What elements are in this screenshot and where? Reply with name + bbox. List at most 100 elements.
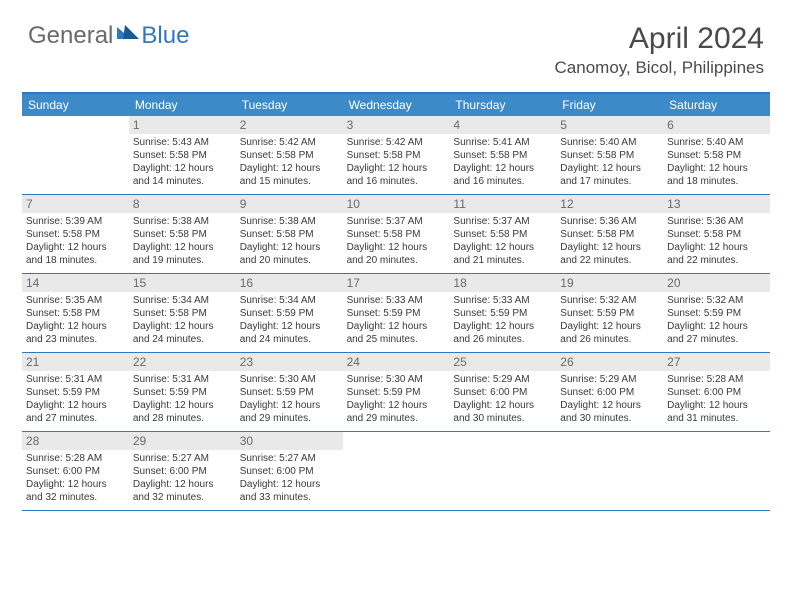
calendar-day: 21 Sunrise: 5:31 AMSunset: 5:59 PMDayligh… — [22, 353, 129, 431]
sunrise-text: Sunrise: 5:27 AM — [133, 452, 232, 465]
daylight-text: Daylight: 12 hours and 29 minutes. — [347, 399, 446, 425]
sunrise-text: Sunrise: 5:27 AM — [240, 452, 339, 465]
header: General Blue April 2024 Canomoy, Bicol, … — [0, 0, 792, 86]
sunset-text: Sunset: 5:58 PM — [240, 149, 339, 162]
daylight-text: Daylight: 12 hours and 16 minutes. — [453, 162, 552, 188]
daylight-text: Daylight: 12 hours and 19 minutes. — [133, 241, 232, 267]
daylight-text: Daylight: 12 hours and 16 minutes. — [347, 162, 446, 188]
day-number: 9 — [236, 195, 343, 213]
day-number: 5 — [556, 116, 663, 134]
day-number: 28 — [22, 432, 129, 450]
page-title: April 2024 — [555, 22, 764, 56]
sunset-text: Sunset: 5:58 PM — [347, 149, 446, 162]
day-info: Sunrise: 5:28 AMSunset: 6:00 PMDaylight:… — [667, 373, 766, 425]
sunset-text: Sunset: 6:00 PM — [26, 465, 125, 478]
sunrise-text: Sunrise: 5:38 AM — [133, 215, 232, 228]
day-number: 30 — [236, 432, 343, 450]
day-info: Sunrise: 5:33 AMSunset: 5:59 PMDaylight:… — [347, 294, 446, 346]
sunset-text: Sunset: 5:58 PM — [347, 228, 446, 241]
sunset-text: Sunset: 6:00 PM — [667, 386, 766, 399]
calendar-week: 1Sunrise: 5:43 AMSunset: 5:58 PMDaylight… — [22, 116, 770, 195]
day-info: Sunrise: 5:32 AMSunset: 5:59 PMDaylight:… — [667, 294, 766, 346]
calendar-day: 4Sunrise: 5:41 AMSunset: 5:58 PMDaylight… — [449, 116, 556, 194]
logo-text-general: General — [28, 22, 113, 50]
daylight-text: Daylight: 12 hours and 27 minutes. — [26, 399, 125, 425]
sunset-text: Sunset: 5:59 PM — [26, 386, 125, 399]
day-info: Sunrise: 5:27 AMSunset: 6:00 PMDaylight:… — [133, 452, 232, 504]
calendar-day — [343, 432, 450, 510]
calendar: Sunday Monday Tuesday Wednesday Thursday… — [22, 92, 770, 511]
calendar-day: 12Sunrise: 5:36 AMSunset: 5:58 PMDayligh… — [556, 195, 663, 273]
day-info: Sunrise: 5:31 AMSunset: 5:59 PMDaylight:… — [133, 373, 232, 425]
sunrise-text: Sunrise: 5:42 AM — [240, 136, 339, 149]
sunset-text: Sunset: 5:58 PM — [560, 228, 659, 241]
day-info: Sunrise: 5:28 AMSunset: 6:00 PMDaylight:… — [26, 452, 125, 504]
dow-sunday: Sunday — [22, 94, 129, 116]
sunrise-text: Sunrise: 5:36 AM — [560, 215, 659, 228]
day-info: Sunrise: 5:42 AMSunset: 5:58 PMDaylight:… — [347, 136, 446, 188]
sunset-text: Sunset: 6:00 PM — [240, 465, 339, 478]
calendar-day: 2Sunrise: 5:42 AMSunset: 5:58 PMDaylight… — [236, 116, 343, 194]
sunset-text: Sunset: 5:59 PM — [453, 307, 552, 320]
sunrise-text: Sunrise: 5:34 AM — [133, 294, 232, 307]
sunrise-text: Sunrise: 5:42 AM — [347, 136, 446, 149]
calendar-week: 7Sunrise: 5:39 AMSunset: 5:58 PMDaylight… — [22, 195, 770, 274]
dow-tuesday: Tuesday — [236, 94, 343, 116]
sunrise-text: Sunrise: 5:37 AM — [453, 215, 552, 228]
day-number: 11 — [449, 195, 556, 213]
calendar-day: 16Sunrise: 5:34 AMSunset: 5:59 PMDayligh… — [236, 274, 343, 352]
calendar-day — [556, 432, 663, 510]
day-info: Sunrise: 5:31 AMSunset: 5:59 PMDaylight:… — [26, 373, 125, 425]
daylight-text: Daylight: 12 hours and 25 minutes. — [347, 320, 446, 346]
sunrise-text: Sunrise: 5:29 AM — [560, 373, 659, 386]
sunset-text: Sunset: 5:59 PM — [667, 307, 766, 320]
daylight-text: Daylight: 12 hours and 17 minutes. — [560, 162, 659, 188]
day-number: 14 — [22, 274, 129, 292]
sunset-text: Sunset: 5:58 PM — [240, 228, 339, 241]
day-number: 8 — [129, 195, 236, 213]
calendar-day: 18Sunrise: 5:33 AMSunset: 5:59 PMDayligh… — [449, 274, 556, 352]
calendar-day: 22Sunrise: 5:31 AMSunset: 5:59 PMDayligh… — [129, 353, 236, 431]
day-number: 10 — [343, 195, 450, 213]
sunrise-text: Sunrise: 5:39 AM — [26, 215, 125, 228]
sunset-text: Sunset: 5:58 PM — [453, 149, 552, 162]
sunrise-text: Sunrise: 5:35 AM — [26, 294, 125, 307]
day-number: 20 — [663, 274, 770, 292]
daylight-text: Daylight: 12 hours and 26 minutes. — [453, 320, 552, 346]
day-info: Sunrise: 5:32 AMSunset: 5:59 PMDaylight:… — [560, 294, 659, 346]
sunset-text: Sunset: 5:58 PM — [26, 307, 125, 320]
calendar-day: 8Sunrise: 5:38 AMSunset: 5:58 PMDaylight… — [129, 195, 236, 273]
calendar-week: 21Sunrise: 5:31 AMSunset: 5:59 PMDayligh… — [22, 353, 770, 432]
sunrise-text: Sunrise: 5:38 AM — [240, 215, 339, 228]
day-number: 3 — [343, 116, 450, 134]
day-number: 1 — [129, 116, 236, 134]
day-number: 29 — [129, 432, 236, 450]
calendar-day: 13Sunrise: 5:36 AMSunset: 5:58 PMDayligh… — [663, 195, 770, 273]
day-number: 17 — [343, 274, 450, 292]
sunrise-text: Sunrise: 5:33 AM — [453, 294, 552, 307]
sunset-text: Sunset: 6:00 PM — [453, 386, 552, 399]
calendar-day: 6Sunrise: 5:40 AMSunset: 5:58 PMDaylight… — [663, 116, 770, 194]
day-info: Sunrise: 5:30 AMSunset: 5:59 PMDaylight:… — [347, 373, 446, 425]
calendar-day: 14Sunrise: 5:35 AMSunset: 5:58 PMDayligh… — [22, 274, 129, 352]
sunset-text: Sunset: 5:58 PM — [667, 149, 766, 162]
calendar-day: 17 Sunrise: 5:33 AMSunset: 5:59 PMDayligh… — [343, 274, 450, 352]
day-info: Sunrise: 5:29 AMSunset: 6:00 PMDaylight:… — [560, 373, 659, 425]
daylight-text: Daylight: 12 hours and 15 minutes. — [240, 162, 339, 188]
day-number: 4 — [449, 116, 556, 134]
day-number: 12 — [556, 195, 663, 213]
day-info: Sunrise: 5:39 AMSunset: 5:58 PMDaylight:… — [26, 215, 125, 267]
calendar-day — [663, 432, 770, 510]
calendar-day: 1Sunrise: 5:43 AMSunset: 5:58 PMDaylight… — [129, 116, 236, 194]
sunrise-text: Sunrise: 5:28 AM — [667, 373, 766, 386]
calendar-day: 24Sunrise: 5:30 AMSunset: 5:59 PMDayligh… — [343, 353, 450, 431]
daylight-text: Daylight: 12 hours and 33 minutes. — [240, 478, 339, 504]
day-info: Sunrise: 5:42 AMSunset: 5:58 PMDaylight:… — [240, 136, 339, 188]
sunset-text: Sunset: 5:59 PM — [240, 307, 339, 320]
daylight-text: Daylight: 12 hours and 18 minutes. — [667, 162, 766, 188]
day-number: 21 — [22, 353, 129, 371]
dow-wednesday: Wednesday — [343, 94, 450, 116]
sunset-text: Sunset: 5:58 PM — [133, 307, 232, 320]
daylight-text: Daylight: 12 hours and 26 minutes. — [560, 320, 659, 346]
dow-saturday: Saturday — [663, 94, 770, 116]
